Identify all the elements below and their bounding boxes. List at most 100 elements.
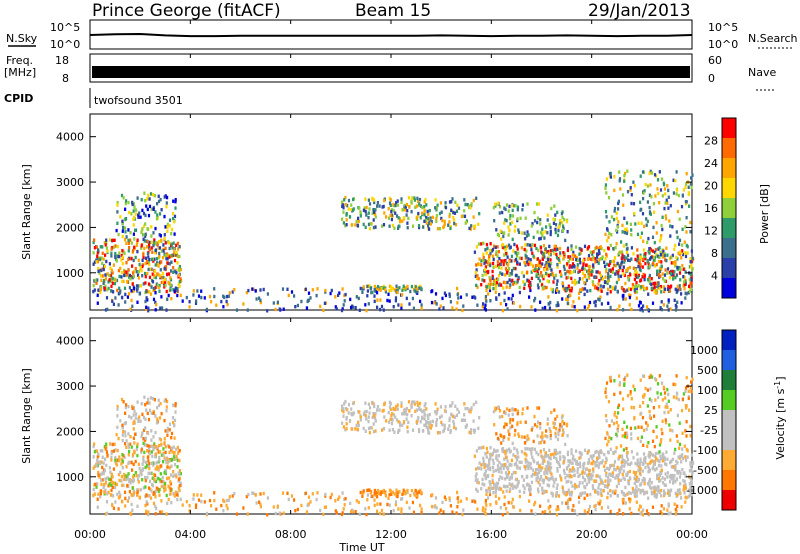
velocity-cell [137, 417, 140, 421]
power-cell [541, 251, 544, 255]
power-cell [153, 241, 156, 246]
velocity-cell [485, 503, 488, 507]
velocity-cell [597, 490, 600, 495]
power-cell [438, 307, 441, 311]
power-cell [156, 202, 159, 206]
velocity-cell [371, 401, 374, 405]
velocity-cell [210, 504, 213, 508]
power-cell [521, 203, 524, 207]
power-cell [495, 228, 498, 232]
power-cell [131, 264, 134, 268]
power-cell [625, 242, 628, 247]
velocity-cell [153, 477, 156, 482]
velocity-cell [489, 503, 492, 507]
power-cell [106, 272, 109, 276]
power-cell [571, 280, 574, 284]
power-cell [645, 305, 649, 309]
power-cell [110, 279, 113, 284]
power-cell [509, 222, 512, 226]
velocity-cell [653, 489, 656, 494]
power-cell [359, 214, 362, 218]
velocity-cell [686, 449, 689, 453]
velocity-cell [396, 494, 399, 499]
velocity-cell [621, 454, 624, 458]
power-cell [166, 261, 169, 265]
power-cell [689, 220, 692, 225]
y-tick-label: 1000 [56, 471, 84, 484]
power-cell [642, 304, 645, 308]
velocity-cell [474, 478, 477, 482]
power-cell [349, 297, 352, 302]
velocity-cell [278, 511, 281, 515]
velocity-cell [459, 499, 463, 503]
velocity-cell [93, 442, 96, 446]
velocity-cell [664, 418, 667, 422]
power-cell [416, 289, 419, 293]
power-cell [662, 277, 665, 281]
velocity-cell [514, 408, 517, 412]
velocity-cell [579, 455, 582, 459]
power-cell [617, 277, 620, 282]
velocity-cell [659, 510, 662, 514]
velocity-cell [132, 453, 135, 457]
y-tick-label: 3000 [56, 176, 84, 189]
velocity-cell [124, 430, 127, 434]
velocity-cell [464, 425, 467, 429]
power-cell [373, 284, 376, 289]
velocity-cell [368, 488, 371, 492]
power-cell [642, 196, 645, 201]
velocity-cell [406, 425, 409, 429]
velocity-cell [174, 457, 178, 461]
power-cell [508, 204, 511, 209]
power-cell [368, 227, 371, 231]
velocity-cell [425, 425, 428, 429]
power-cell [592, 250, 595, 254]
power-cell [609, 305, 612, 310]
velocity-cell [171, 416, 175, 420]
power-cell [680, 292, 683, 296]
velocity-cell [563, 421, 566, 426]
power-cell [570, 276, 573, 281]
velocity-cell [110, 455, 113, 459]
velocity-cell [583, 448, 587, 452]
velocity-cell [491, 458, 495, 462]
power-cell [527, 279, 531, 283]
velocity-cell [486, 450, 489, 455]
velocity-cell [324, 492, 327, 497]
colorbar-segment [722, 278, 736, 299]
velocity-cell [599, 488, 602, 492]
power-cell [178, 265, 181, 269]
power-cell [517, 228, 520, 232]
colorbar-segment [722, 258, 736, 279]
velocity-cell [621, 498, 624, 502]
velocity-cell [376, 488, 380, 493]
power-cell [570, 244, 573, 248]
velocity-cell [357, 423, 360, 428]
power-cell [357, 296, 360, 301]
velocity-cell [515, 456, 518, 460]
velocity-cell [513, 446, 516, 451]
power-cell [96, 251, 99, 255]
velocity-cell [675, 396, 678, 400]
power-cell [93, 238, 96, 242]
power-cell [242, 302, 245, 306]
velocity-cell [163, 471, 166, 475]
power-cell [640, 207, 643, 212]
velocity-cell [104, 481, 107, 485]
velocity-cell [469, 408, 472, 412]
velocity-cell [498, 477, 501, 482]
power-cell [612, 259, 616, 263]
velocity-cell [637, 468, 640, 473]
power-cell [113, 277, 116, 281]
velocity-cell [97, 470, 100, 475]
velocity-cell [648, 397, 651, 401]
velocity-cell [140, 450, 143, 454]
power-cell [343, 299, 346, 303]
power-cell [500, 237, 503, 241]
velocity-cell [475, 467, 478, 471]
power-cell [647, 266, 650, 270]
velocity-cell [307, 495, 311, 499]
velocity-cell [99, 494, 102, 499]
power-cell [647, 308, 650, 312]
power-cell [170, 232, 173, 236]
